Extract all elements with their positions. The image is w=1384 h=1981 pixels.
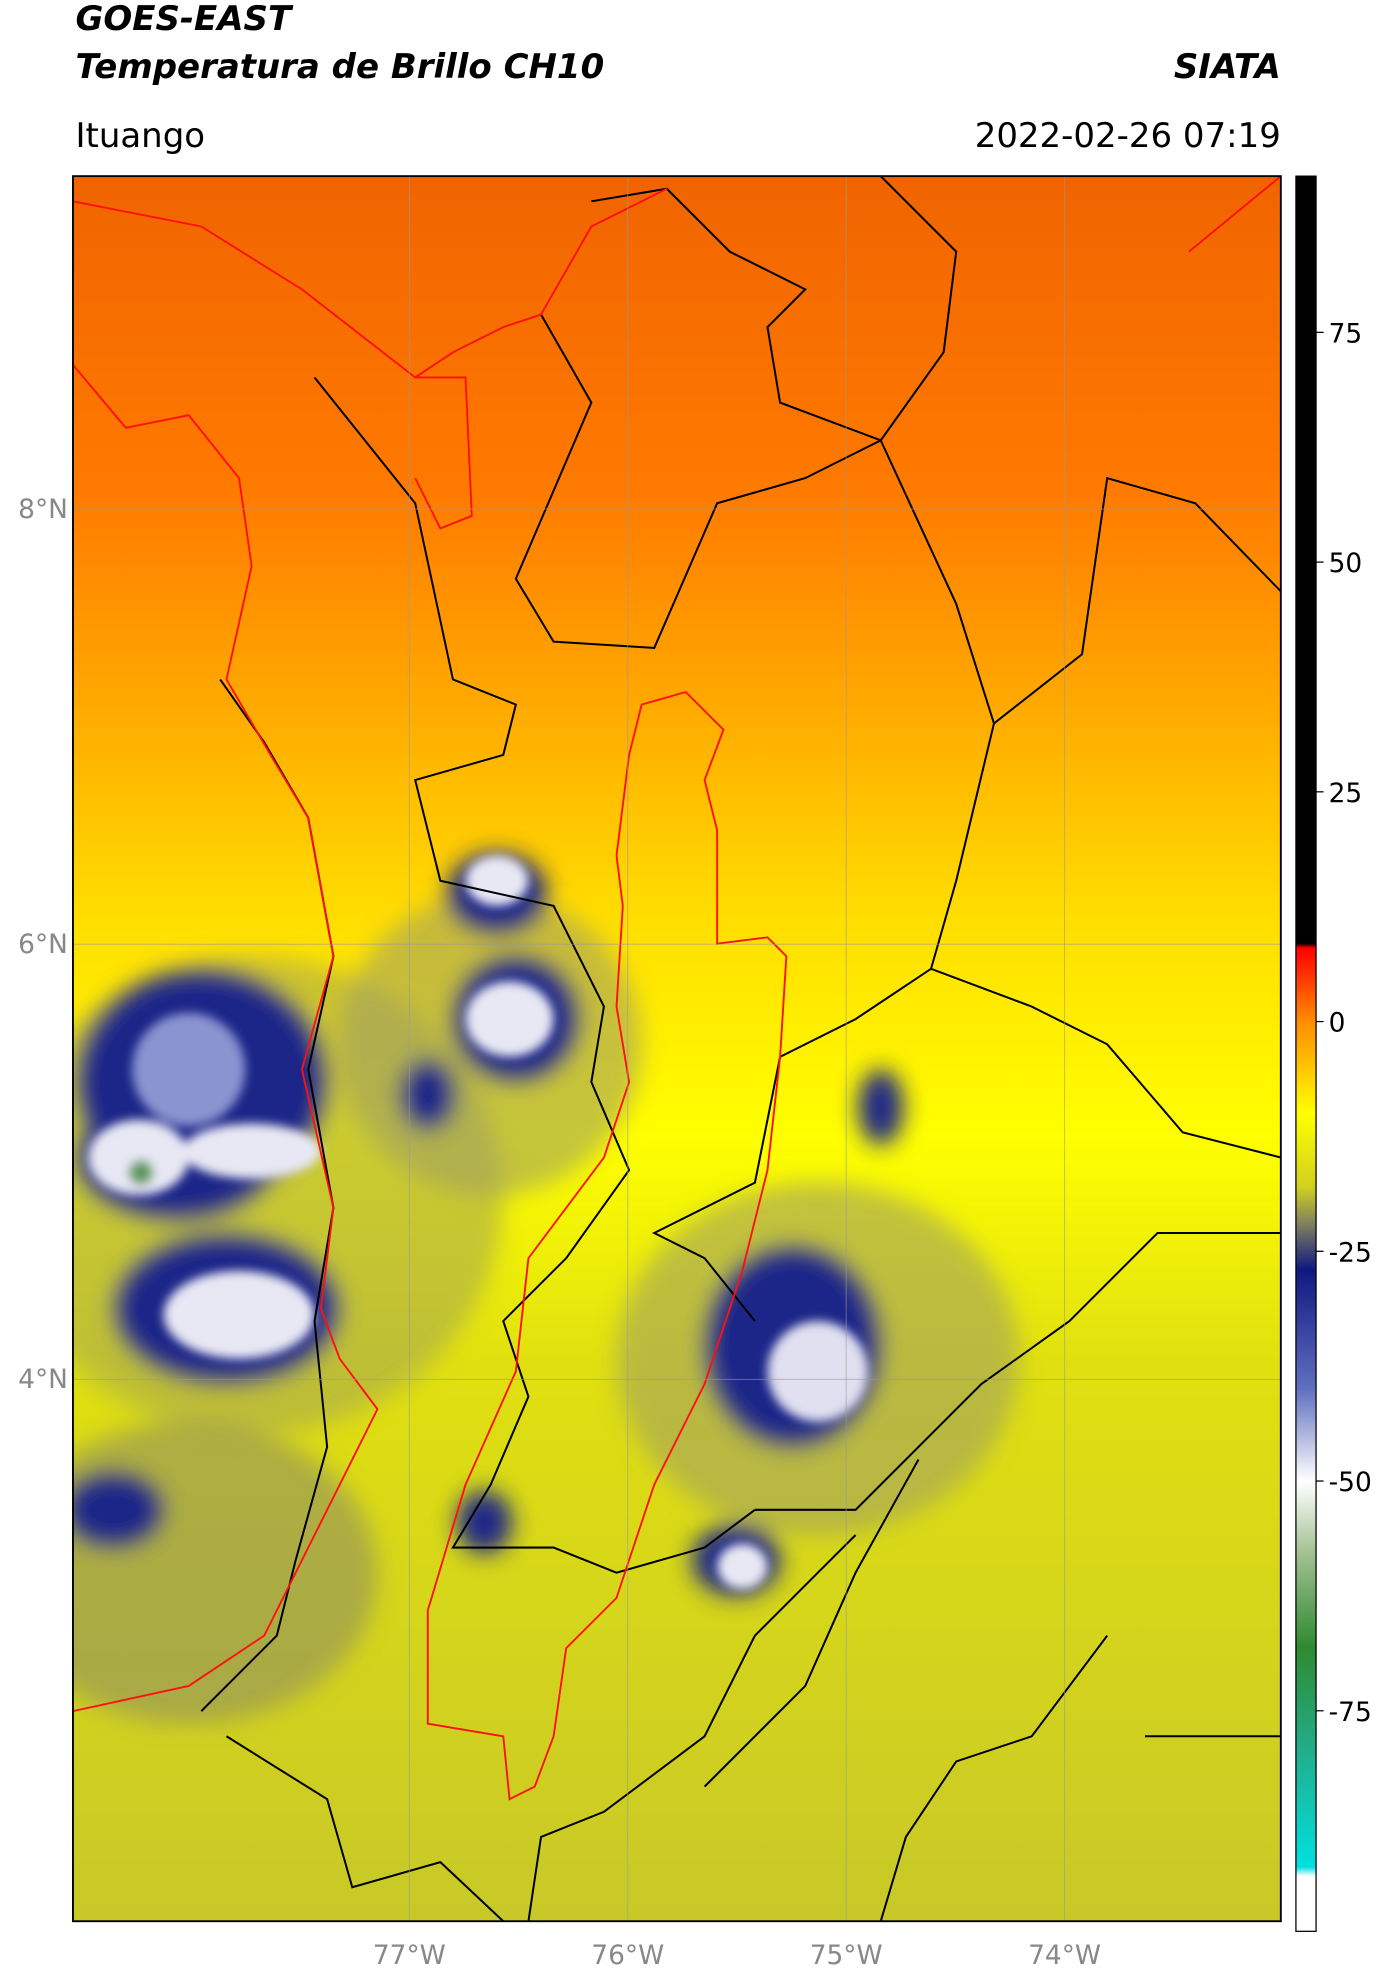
y-tick-label: 6°N <box>18 929 68 960</box>
x-tick-label: 77°W <box>373 1940 446 1971</box>
grid <box>72 176 1281 1922</box>
colorbar-tick-label: -75 <box>1329 1697 1372 1728</box>
x-tick-label: 74°W <box>1028 1940 1101 1971</box>
x-tick-label: 76°W <box>591 1940 664 1971</box>
location: Ituango <box>75 116 205 156</box>
title: GOES-EAST <box>75 0 293 39</box>
datetime: 2022-02-26 07:19 <box>975 116 1281 156</box>
colorbar-tick-label: 75 <box>1329 318 1363 349</box>
coast-and-basin <box>72 176 1281 1801</box>
colorbar-tick-label: -50 <box>1329 1467 1372 1498</box>
colorbar-tick-label: 50 <box>1329 548 1363 579</box>
colorbar-tick-label: -25 <box>1329 1237 1372 1268</box>
colorbar-tick-label: 0 <box>1329 1008 1346 1039</box>
brand: SIATA <box>1174 47 1281 87</box>
x-tick-label: 75°W <box>810 1940 883 1971</box>
subtitle: Temperatura de Brillo CH10 <box>75 47 604 87</box>
colorbar-tick-label: 25 <box>1329 778 1363 809</box>
boundaries <box>200 176 1281 1922</box>
colorbar <box>1295 175 1317 1932</box>
y-tick-label: 4°N <box>18 1364 68 1395</box>
cloud-tops <box>88 855 869 1590</box>
map-image <box>72 176 1281 1922</box>
y-tick-label: 8°N <box>18 494 68 525</box>
map-frame <box>72 175 1282 1923</box>
